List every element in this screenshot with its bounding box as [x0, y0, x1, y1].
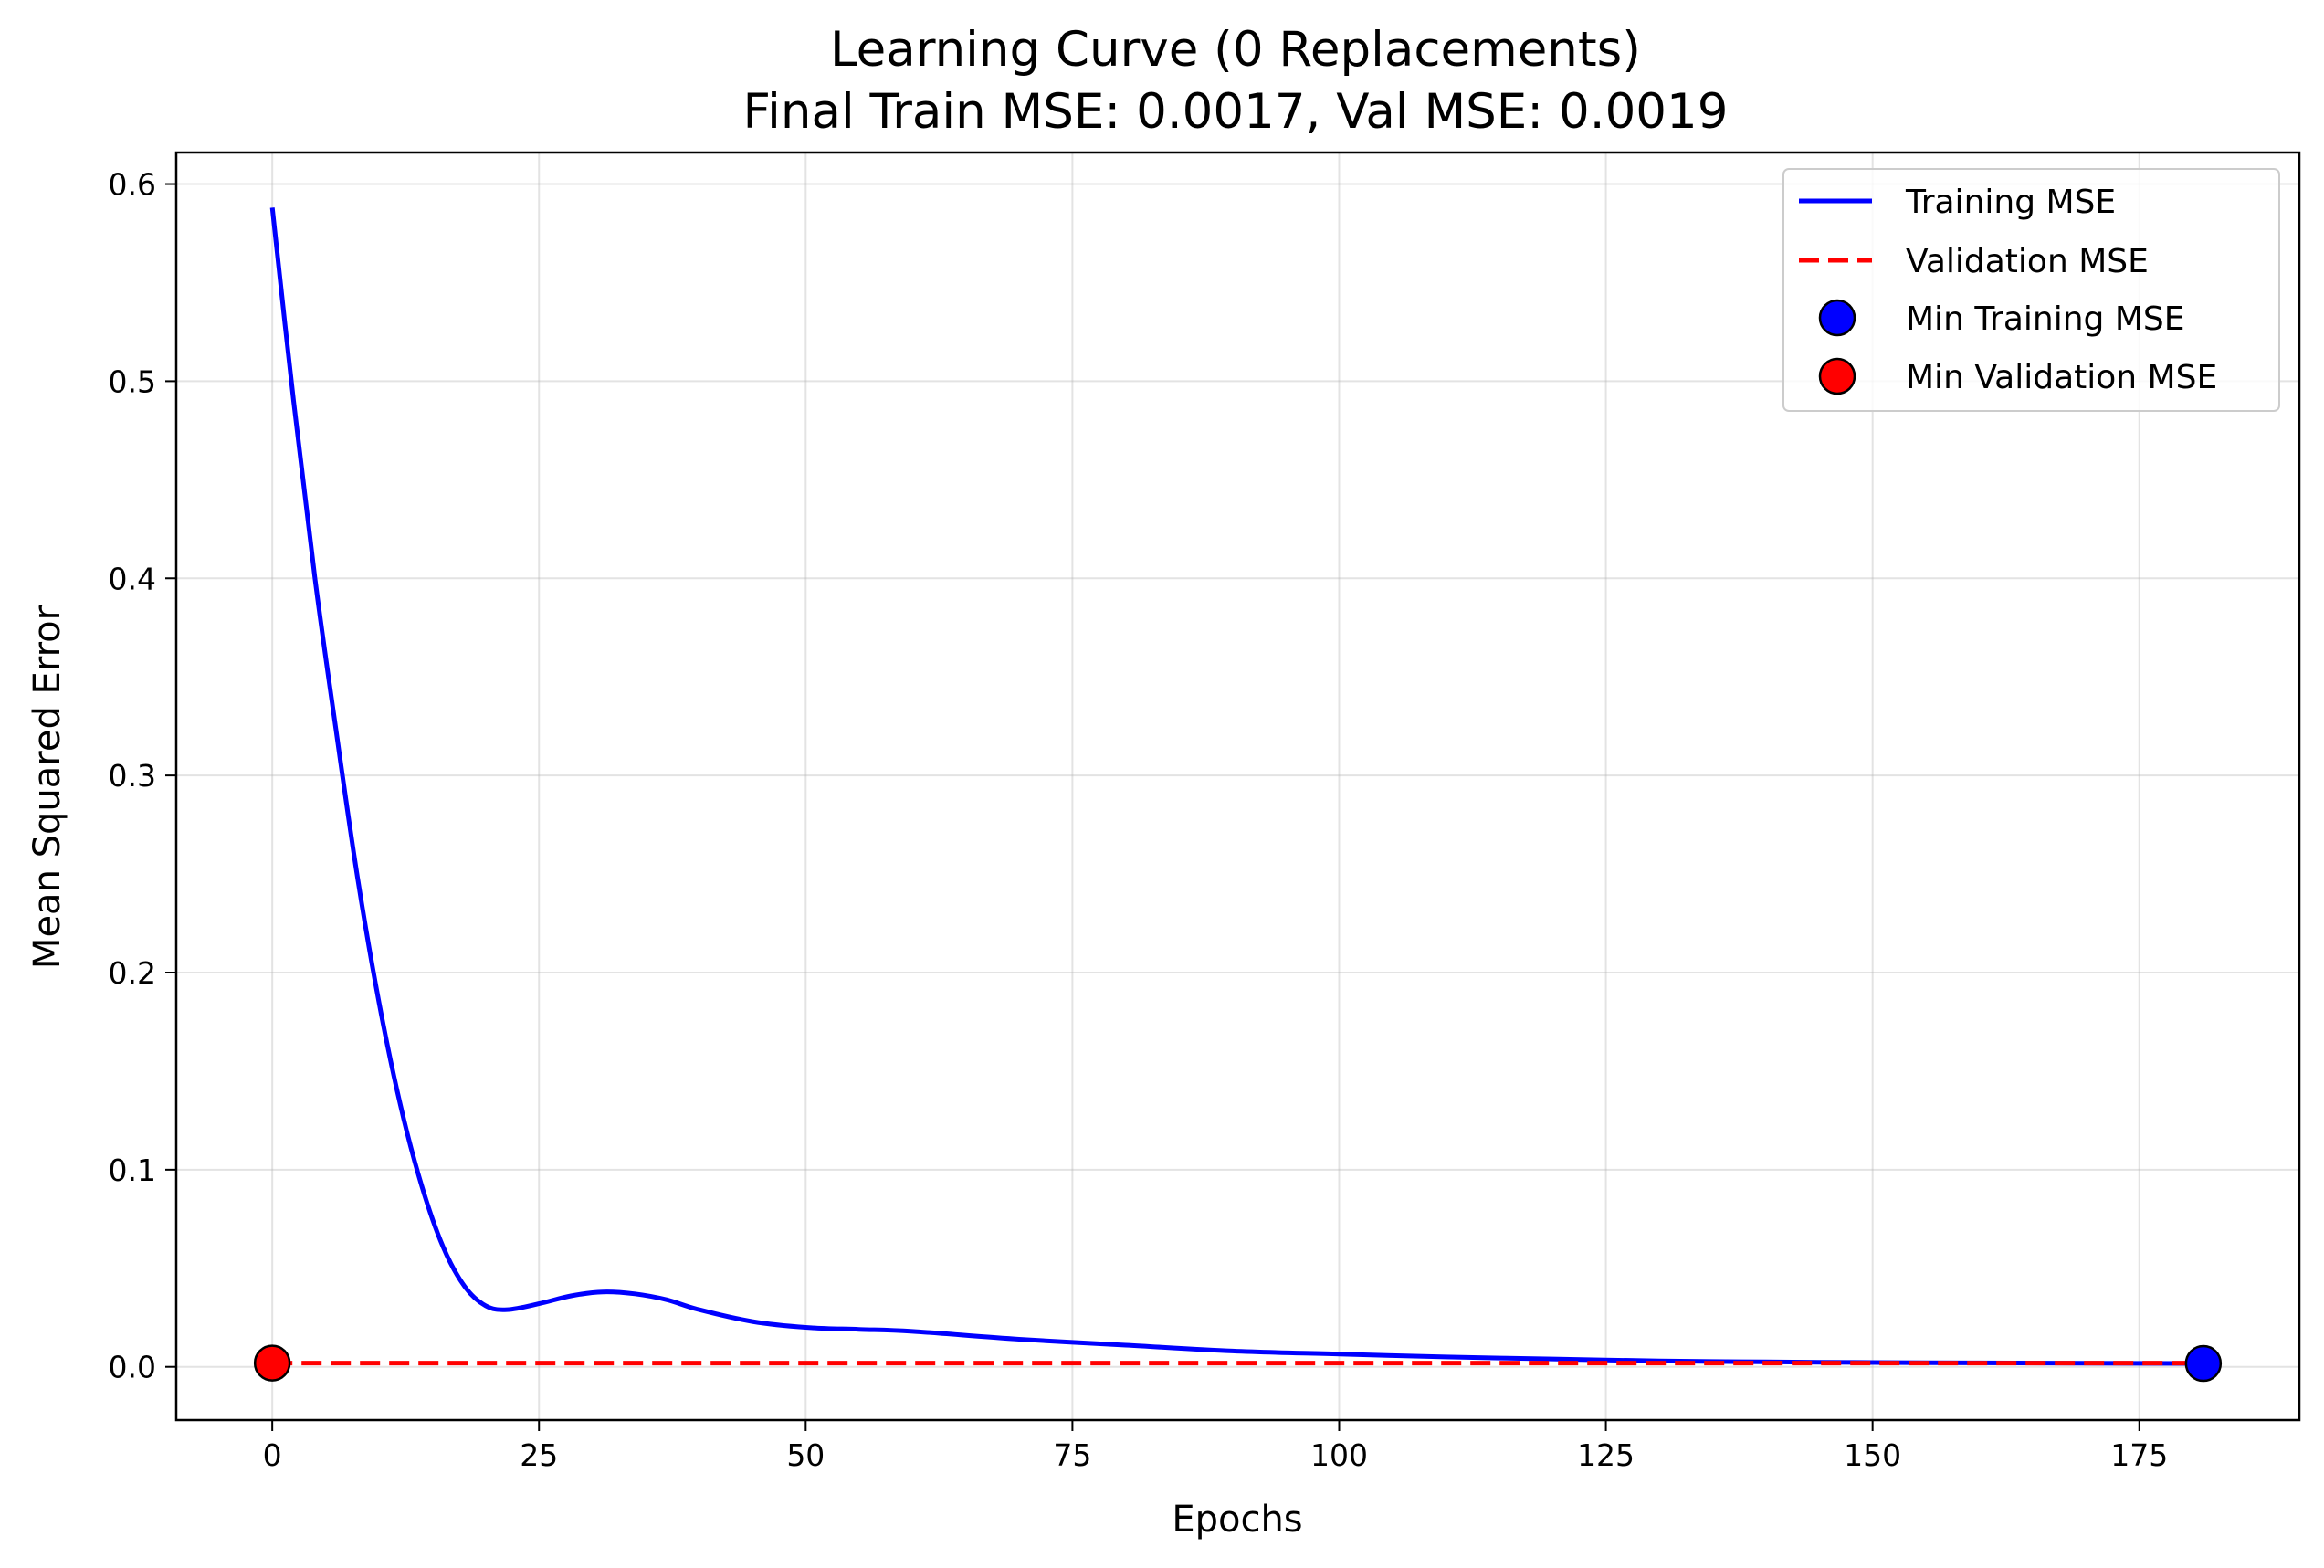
legend-box: [1782, 168, 2280, 412]
x-tick-label: 125: [1577, 1437, 1635, 1473]
legend: Training MSE Validation MSE Min Training…: [1782, 168, 2280, 412]
y-axis-label: Mean Squared Error: [26, 605, 68, 969]
x-tick-label: 175: [2110, 1437, 2168, 1473]
y-tick-label: 0.1: [109, 1152, 156, 1188]
x-tick-label: 0: [263, 1437, 282, 1473]
min-validation-mse-marker: [253, 1344, 291, 1382]
min-training-mse-marker: [2184, 1344, 2223, 1383]
legend-label-min-training: Min Training MSE: [1906, 300, 2184, 338]
x-tick-label: 75: [1053, 1437, 1091, 1473]
legend-swatch-min-validation-marker: [1818, 357, 1856, 395]
y-tick-label: 0.2: [109, 955, 156, 991]
y-tick-label: 0.4: [109, 561, 156, 596]
x-axis-ticks: 0 25 50 75 100 125 150 175: [263, 1420, 2168, 1473]
y-axis-ticks: 0.0 0.1 0.2 0.3 0.4 0.5 0.6: [109, 167, 176, 1385]
marker-layer: [253, 1344, 2223, 1383]
y-tick-label: 0.0: [109, 1350, 156, 1385]
x-tick-label: 150: [1844, 1437, 1901, 1473]
legend-label-validation: Validation MSE: [1906, 243, 2149, 280]
chart-title-line1: Learning Curve (0 Replacements): [830, 22, 1641, 78]
x-tick-label: 50: [786, 1437, 825, 1473]
y-tick-label: 0.3: [109, 758, 156, 794]
legend-swatch-min-training-marker: [1818, 299, 1856, 337]
x-tick-label: 25: [520, 1437, 558, 1473]
y-tick-label: 0.6: [109, 167, 156, 203]
y-tick-label: 0.5: [109, 363, 156, 399]
legend-label-training: Training MSE: [1905, 184, 2116, 221]
chart-title-line2: Final Train MSE: 0.0017, Val MSE: 0.0019: [743, 84, 1729, 140]
plot-area-frame: [174, 151, 2301, 1422]
x-axis-label: Epochs: [1172, 1499, 1302, 1541]
series-layer: [269, 207, 2203, 1366]
x-tick-label: 100: [1310, 1437, 1368, 1473]
legend-label-min-validation: Min Validation MSE: [1906, 359, 2217, 396]
